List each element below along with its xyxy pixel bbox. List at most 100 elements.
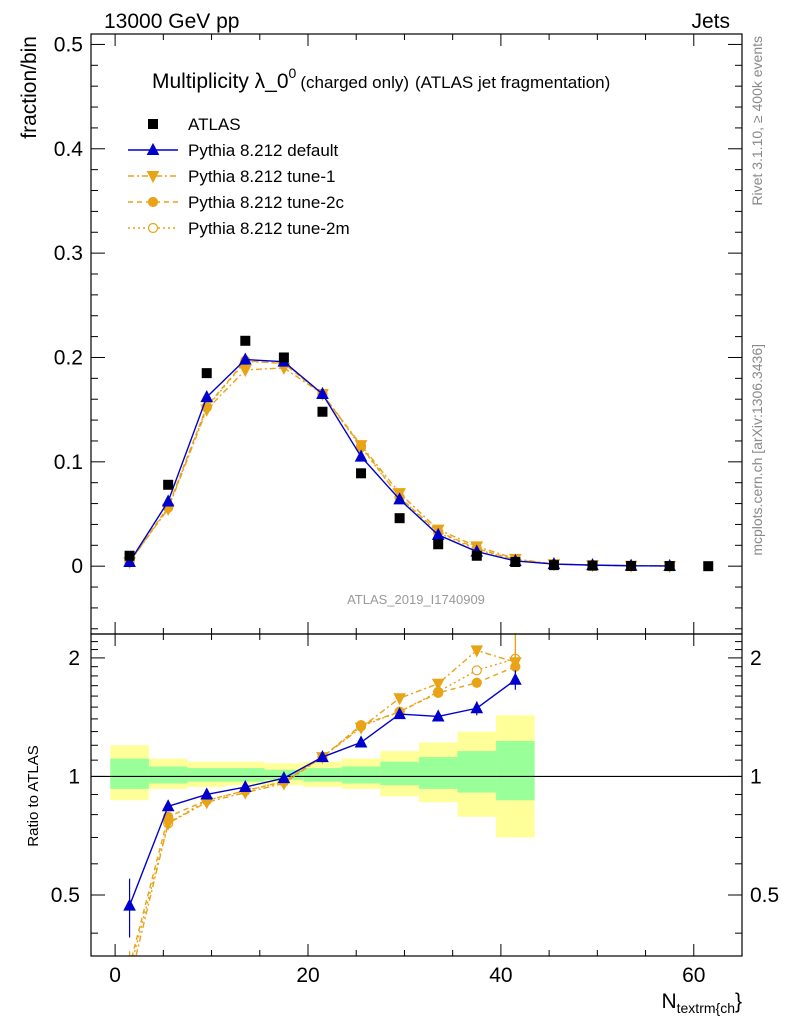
ratio-point-tune2m [125,967,134,976]
ratio-ylabel: Ratio to ATLAS [25,745,42,846]
title-tail: (ATLAS jet fragmentation) [415,73,610,92]
header-left: 13000 GeV pp [104,10,239,33]
atlas-data-point [240,335,251,346]
plot-title: Multiplicity λ_00 (charged only) (ATLAS je… [152,65,610,93]
x-tick-label: 0 [109,964,121,987]
axis-ticks [91,34,743,956]
series-point-tune1 [354,440,368,453]
y-tick-label-main: 0.3 [54,242,83,265]
series-point-default [123,554,136,567]
ratio-point-tune1 [354,722,368,735]
y-tick-label-main: 0.4 [54,138,84,161]
x-tick-label: 20 [296,964,319,987]
atlas-data-point [471,550,482,561]
series-line-tune2c [129,359,670,567]
legend-marker-tune2m [147,222,159,234]
atlas-data-point [201,368,212,379]
ratio-point-tune1 [431,678,445,691]
atlas-data-point [124,550,135,561]
series-point-default [200,390,214,403]
atlas-data-point [356,468,367,479]
y-tick-label-main: 0.5 [54,33,83,56]
band-inner-bin [110,758,149,789]
series-point-tune1 [238,365,252,378]
analysis-watermark: ATLAS_2019_I1740909 [347,592,485,607]
band-inner-bin [303,768,342,782]
ratio-xlabel: Ntextrm{ch} [661,990,742,1016]
legend-label: Pythia 8.212 tune-2m [188,219,350,238]
y-tick-label-ratio-right: 1 [750,765,762,788]
series-point-default [354,449,368,462]
ratio-point-default [354,735,368,748]
band-inner-bin [187,768,227,782]
ratio-point-default [431,709,445,722]
atlas-data-point [163,479,174,490]
y-tick-label-main: 0.2 [54,346,83,369]
atlas-data-point [433,539,444,550]
ratio-band-inner [110,741,535,801]
ratio-point-default [161,799,175,812]
ratio-series-group [123,634,522,989]
x-tick-label: 40 [489,964,512,987]
header-right: Jets [691,10,730,33]
ratio-point-tune2m [471,665,482,676]
ratio-point-tune2c [471,677,482,688]
legend-label: Pythia 8.212 tune-2c [188,193,344,212]
y-tick-label-ratio-right: 0.5 [750,884,779,907]
ratio-point-tune1 [124,978,135,989]
band-inner-bin [457,751,497,793]
ratio-point-default [316,749,329,763]
legend-marker-tune1 [146,171,160,184]
legend-marker-tune2c [147,196,159,208]
atlas-data-point [278,352,289,363]
y-tick-label-main: 0 [71,555,83,578]
mcplots-label: mcplots.cern.ch [arXiv:1306.3436] [749,344,765,556]
ratio-point-default [470,701,484,714]
y-tick-label-ratio: 1 [68,765,80,788]
xlabel-main: N [661,990,676,1013]
band-inner-bin [418,757,458,789]
atlas-data-point [510,557,521,567]
title-small: (charged only) [300,73,409,92]
series-point-default [316,386,329,399]
atlas-data-point [703,561,714,572]
atlas-data-point [587,560,598,571]
rivet-label: Rivet 3.1.10, ≥ 400k events [749,36,765,206]
atlas-data-point [394,513,405,524]
axis-tick-labels: 0 20 40 60 0 0.1 0.2 0.3 0.4 0.5 0.5 0.5 1 1 2 2 [51,33,779,987]
ratio-point-default [393,707,406,720]
ratio-point-tune1 [161,818,175,831]
series-point-default [393,492,406,505]
series-point-default [161,494,175,507]
legend-label: ATLAS [188,115,241,134]
series-line-tune2m [129,360,670,567]
ratio-point-tune1 [393,693,406,706]
legend-label: Pythia 8.212 tune-1 [188,167,335,186]
ratio-point-default [200,787,214,800]
ratio-line-tune2m [132,658,516,956]
atlas-data-point [664,561,675,572]
ratio-point-default [509,672,522,685]
band-inner-bin [496,741,535,801]
ratio-point-default [277,771,291,784]
legend-marker-atlas [148,119,158,129]
atlas-data-point [548,560,559,571]
atlas-data-point [626,560,637,571]
series-point-tune1 [200,404,214,417]
ratio-point-default [123,898,136,911]
band-inner-bin [226,768,265,782]
x-tick-label: 60 [682,964,705,987]
ratio-point-tune2c [125,962,134,971]
legend-label: Pythia 8.212 default [188,141,339,160]
xlabel-sub: textrm{ch [677,1000,735,1016]
series-point-default [238,352,252,365]
ratio-line-tune1 [135,649,516,956]
band-inner-bin [380,761,419,786]
y-tick-label-ratio: 2 [68,647,80,670]
y-tick-label-main: 0.1 [54,451,83,474]
ratio-frame [90,633,743,957]
title-superscript: 0 [289,65,297,81]
band-inner-bin [148,766,188,784]
band-inner-bin [341,766,381,784]
